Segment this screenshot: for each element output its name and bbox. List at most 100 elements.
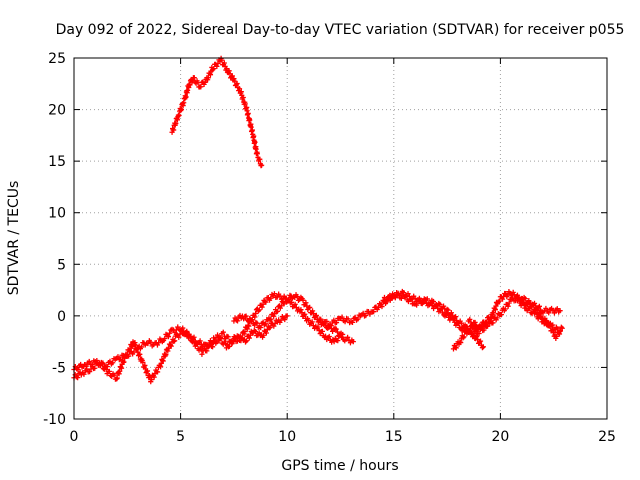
data-point — [476, 339, 483, 345]
data-point — [243, 338, 250, 344]
data-point — [494, 315, 500, 321]
data-point — [475, 336, 481, 343]
data-point — [207, 72, 214, 78]
data-point — [471, 332, 477, 338]
data-point — [339, 314, 345, 320]
data-point — [533, 305, 539, 311]
data-point — [449, 312, 456, 318]
data-point — [162, 335, 168, 342]
data-point — [258, 324, 264, 331]
data-point — [191, 75, 197, 81]
y-tick-label: 15 — [48, 154, 66, 170]
series-arc-high — [169, 55, 265, 169]
data-point — [198, 84, 204, 90]
data-point — [444, 306, 450, 312]
data-point — [121, 359, 127, 365]
data-point — [342, 319, 348, 325]
data-point — [288, 299, 295, 305]
data-point — [274, 308, 281, 314]
data-point — [281, 301, 287, 307]
data-point — [292, 301, 298, 307]
data-point — [282, 316, 288, 323]
data-point — [480, 344, 486, 350]
data-point — [307, 304, 313, 311]
y-tick-label: 25 — [48, 51, 66, 67]
data-point — [481, 320, 487, 326]
data-point — [107, 358, 113, 364]
data-point — [245, 318, 252, 324]
data-point — [349, 319, 356, 326]
data-point — [526, 297, 532, 304]
data-point — [453, 314, 459, 320]
data-point — [245, 110, 251, 117]
data-point — [484, 323, 490, 329]
data-point — [176, 334, 182, 340]
data-point — [558, 324, 564, 330]
data-point — [476, 330, 482, 337]
data-point — [209, 344, 216, 350]
data-point — [309, 308, 316, 314]
data-point — [220, 329, 226, 335]
data-point — [139, 344, 145, 350]
data-point — [184, 87, 191, 93]
data-point — [268, 295, 274, 301]
data-point — [424, 296, 430, 302]
data-point — [557, 308, 563, 314]
data-point — [114, 375, 120, 381]
data-point — [313, 312, 319, 318]
data-point — [315, 324, 321, 330]
data-point — [533, 310, 539, 316]
data-point — [236, 86, 243, 92]
data-point — [187, 82, 193, 88]
data-point — [110, 360, 116, 366]
data-point — [278, 303, 284, 309]
data-point — [144, 368, 151, 374]
data-point — [403, 293, 409, 299]
data-point — [211, 66, 217, 72]
data-point — [137, 351, 143, 357]
data-point — [479, 345, 485, 351]
data-point — [142, 362, 148, 369]
data-point — [248, 124, 254, 130]
data-point — [502, 306, 508, 312]
data-point — [234, 80, 240, 87]
data-point — [225, 334, 231, 340]
data-point — [226, 343, 232, 349]
data-point — [544, 318, 550, 325]
data-point — [363, 312, 369, 319]
data-point — [197, 338, 203, 344]
data-point — [259, 162, 265, 168]
data-point — [360, 310, 366, 316]
data-point — [554, 333, 560, 339]
data-point — [529, 301, 535, 307]
data-point — [75, 375, 81, 381]
data-point — [546, 310, 552, 316]
data-point — [167, 342, 173, 348]
data-point — [551, 310, 558, 316]
data-point — [252, 314, 258, 320]
data-point — [226, 68, 232, 74]
data-point — [148, 339, 154, 345]
data-point — [205, 75, 211, 81]
data-point — [347, 340, 354, 346]
data-point — [218, 336, 224, 342]
y-tick-label: 0 — [57, 309, 66, 325]
data-point — [234, 318, 241, 324]
data-point — [173, 120, 179, 127]
data-point — [550, 322, 556, 328]
data-point — [240, 94, 246, 101]
data-point — [252, 139, 258, 145]
data-point — [401, 290, 407, 296]
data-point — [321, 321, 327, 328]
data-point — [506, 300, 512, 306]
data-point — [445, 307, 451, 313]
data-point — [145, 340, 151, 347]
data-point — [453, 345, 459, 351]
data-point — [472, 319, 478, 326]
data-point — [168, 343, 174, 349]
data-point — [157, 364, 164, 370]
data-point — [536, 303, 542, 309]
y-axis-label: SDTVAR / TECUs — [6, 181, 22, 296]
data-point — [305, 317, 312, 323]
data-point — [491, 310, 497, 316]
